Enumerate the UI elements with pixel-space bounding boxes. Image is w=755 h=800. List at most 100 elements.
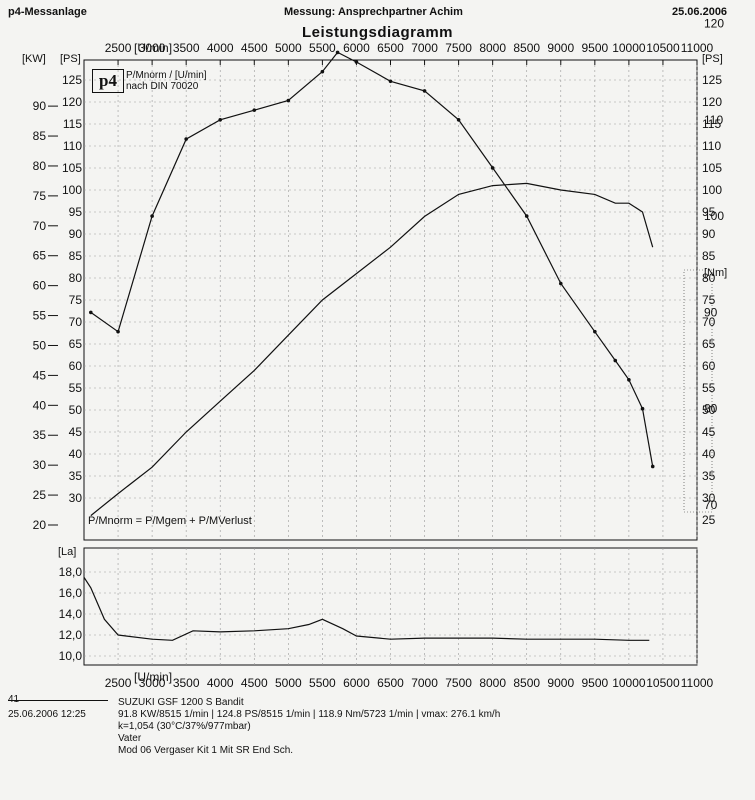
ps-tick-label-right: 70 (702, 315, 716, 329)
torque-point (286, 98, 291, 103)
ps-tick-label-left: 75 (69, 293, 83, 307)
bottom-x-tick-label: 5000 (275, 676, 302, 690)
bottom-x-tick-label: 11000 (681, 676, 714, 690)
ps-tick-label-left: 60 (69, 359, 83, 373)
torque-point (456, 118, 461, 122)
top-x-tick-label: 2500 (105, 41, 132, 55)
top-x-tick-label: 4500 (241, 41, 268, 55)
bottom-x-tick-label: 4000 (207, 676, 234, 690)
ps-tick-label-left: 100 (62, 183, 82, 197)
top-x-tick-label: 9500 (581, 41, 608, 55)
ps-tick-label-left: 85 (69, 249, 83, 263)
top-x-tick-label: 4000 (207, 41, 234, 55)
ps-tick-label-left: 120 (62, 95, 82, 109)
ps-tick-label-left: 105 (62, 161, 82, 175)
formula-label: P/Mnorm = P/Mgem + P/MVerlust (88, 515, 252, 527)
correction-factor: k=1,054 (30°C/37%/977mbar) (118, 721, 251, 732)
kw-tick-label: 80 (33, 159, 47, 173)
torque-point (320, 69, 325, 74)
ps-tick-label-left: 35 (69, 469, 83, 483)
ps-tick-label-left: 90 (69, 227, 83, 241)
ps-tick-label-right: 85 (702, 249, 716, 263)
top-x-tick-label: 8000 (479, 41, 506, 55)
kw-tick-label: 85 (33, 129, 47, 143)
bottom-x-tick-label: 9000 (547, 676, 574, 690)
mod-note: Mod 06 Vergaser Kit 1 Mit SR End Sch. (118, 745, 294, 756)
nm-tick-label: 90 (704, 305, 718, 319)
kw-tick-label: 55 (33, 309, 47, 323)
ps-tick-label-left: 70 (69, 315, 83, 329)
top-x-tick-label: 10000 (612, 41, 646, 55)
top-x-tick-label: 10500 (646, 41, 680, 55)
kw-tick-label: 60 (33, 279, 47, 293)
torque-point (650, 464, 655, 469)
ps-tick-label-left: 45 (69, 425, 83, 439)
kw-tick-label: 70 (33, 219, 47, 233)
afr-curve (83, 576, 650, 641)
kw-tick-label: 45 (33, 368, 47, 382)
bottom-x-tick-label: 9500 (581, 676, 608, 690)
kw-tick-label: 90 (33, 99, 47, 113)
afr-tick-label: 18,0 (59, 565, 83, 579)
ps-tick-label-right: 125 (702, 73, 722, 87)
ps-tick-label-left: 80 (69, 271, 83, 285)
ps-tick-label-right: 110 (702, 139, 721, 153)
measurement-date: 25.06.2006 (672, 6, 728, 18)
ps-tick-label-right: 120 (702, 95, 722, 109)
kw-tick-label: 20 (33, 518, 47, 532)
top-x-tick-label: 6000 (343, 41, 370, 55)
ps-tick-label-left: 55 (69, 381, 83, 395)
ps-tick-label-left: 65 (69, 337, 83, 351)
ps-tick-label-right: 65 (702, 337, 716, 351)
nm-tick-label: 80 (704, 402, 718, 416)
torque-point (354, 60, 359, 64)
ps-tick-label-right: 90 (702, 227, 716, 241)
kw-tick-label: 25 (33, 488, 47, 502)
afr-tick-label: 14,0 (59, 607, 83, 621)
top-x-tick-label: 3500 (173, 41, 200, 55)
nm-tick-label: 110 (704, 113, 723, 127)
bottom-x-tick-label: 7500 (445, 676, 472, 690)
torque-point (184, 137, 188, 141)
chart-title: Leistungsdiagramm (301, 24, 454, 41)
torque-point (524, 214, 529, 218)
torque-point (422, 89, 427, 93)
nm-tick-label: 100 (704, 209, 724, 223)
top-x-tick-label: 5000 (275, 41, 302, 55)
ps-tick-label-left: 125 (62, 73, 82, 87)
top-x-tick-label: 3000 (139, 41, 166, 55)
measurement-label: Messung: Ansprechpartner Achim (284, 6, 463, 18)
torque-point (218, 118, 223, 122)
nm-tick-label: 70 (704, 498, 718, 512)
kw-tick-label: 50 (33, 338, 47, 352)
ps-tick-label-right: 100 (702, 183, 722, 197)
legend-line-2: nach DIN 70020 (126, 81, 199, 92)
afr-tick-label: 10,0 (59, 649, 83, 663)
bottom-x-tick-label: 10500 (646, 676, 680, 690)
bottom-x-tick-label: 8500 (513, 676, 540, 690)
torque-point (252, 108, 257, 112)
ps-tick-label-left: 40 (69, 447, 83, 461)
ps-tick-label-right: 45 (702, 425, 716, 439)
top-x-tick-label: 11000 (681, 41, 714, 55)
nm-tick-label: 120 (704, 17, 724, 31)
torque-point (613, 358, 618, 363)
torque-point (89, 310, 93, 315)
vehicle-name: SUZUKI GSF 1200 S Bandit (118, 697, 244, 708)
ps-tick-label-left: 115 (63, 117, 82, 131)
bottom-x-tick-label: 2500 (105, 676, 132, 690)
kw-tick-label: 35 (33, 428, 47, 442)
top-x-tick-label: 5500 (309, 41, 336, 55)
torque-point (593, 329, 597, 334)
afr-plot-frame (83, 547, 698, 666)
legend-line-1: P/Mnorm / [U/min] (126, 70, 207, 81)
nm-unit: [Nm] (704, 267, 727, 279)
afr-unit: [La] (58, 546, 76, 558)
top-x-tick-label: 9000 (547, 41, 574, 55)
torque-point (558, 281, 563, 286)
ps-tick-label-left: 110 (63, 139, 82, 153)
kw-unit: [KW] (22, 53, 46, 65)
top-x-tick-label: 7000 (411, 41, 438, 55)
bottom-x-tick-label: 3000 (139, 676, 166, 690)
